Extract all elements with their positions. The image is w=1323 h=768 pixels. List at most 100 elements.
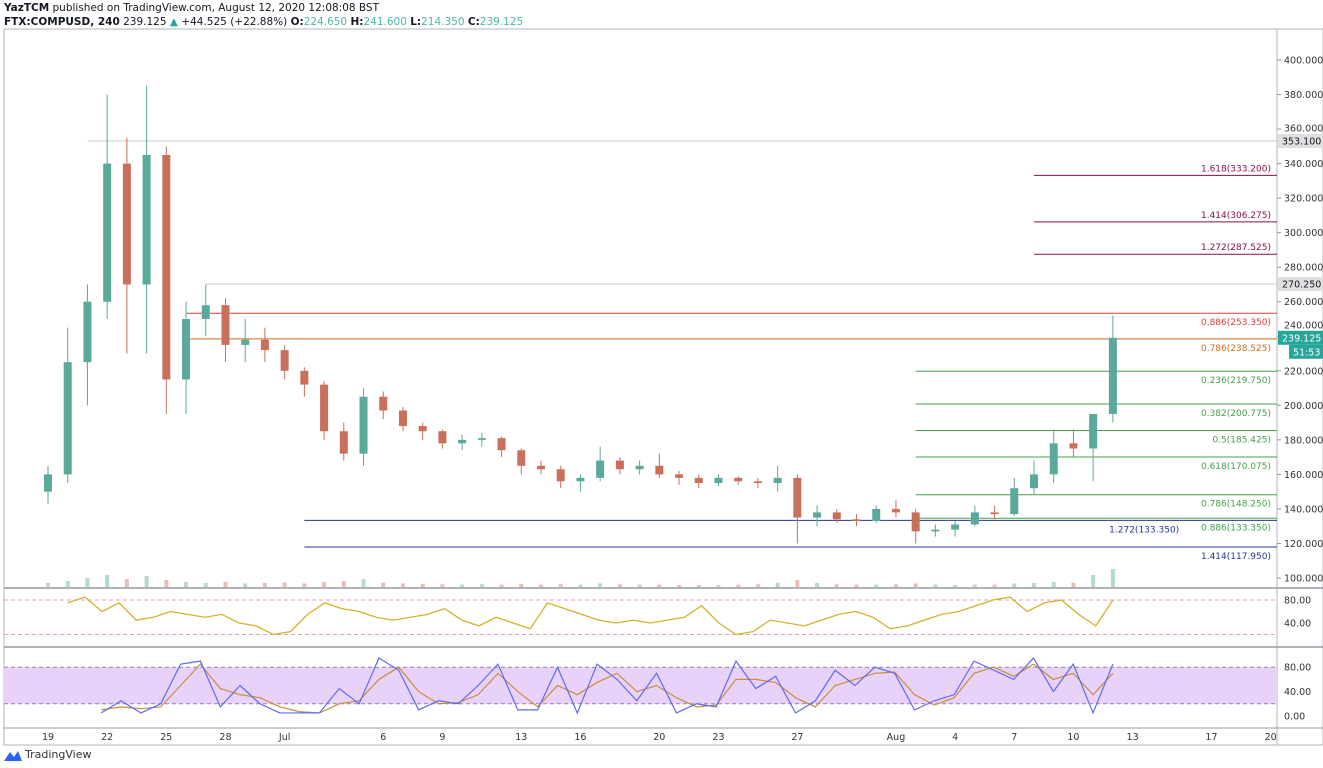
low-label: L: xyxy=(410,16,422,28)
volume-bar xyxy=(637,584,642,587)
price-chart[interactable]: 100.000120.000140.000160.000180.000200.0… xyxy=(0,0,1323,748)
price-tick-label: 100.000 xyxy=(1284,574,1323,585)
candle-body xyxy=(438,431,447,444)
stoch-tick-label: 80.00 xyxy=(1284,663,1311,674)
time-tick-label: 27 xyxy=(791,732,803,743)
volume-bar xyxy=(874,584,879,587)
candle-body xyxy=(1049,443,1058,475)
volume-bar xyxy=(341,581,346,587)
candle-body xyxy=(300,370,309,385)
candle-body xyxy=(635,465,644,470)
time-tick-label: 28 xyxy=(219,732,231,743)
candle-body xyxy=(1108,337,1117,414)
time-tick-label: 13 xyxy=(1127,732,1139,743)
last-price: 239.125 xyxy=(123,16,167,28)
candle-body xyxy=(990,512,999,515)
candle-body xyxy=(497,438,506,451)
time-tick-label: Aug xyxy=(887,732,906,743)
price-change: +44.525 (+22.88%) xyxy=(181,16,288,28)
candle-body xyxy=(339,431,348,454)
volume-bar xyxy=(1051,582,1056,587)
candle-body xyxy=(241,339,250,345)
volume-bar xyxy=(361,579,366,587)
time-tick-label: 22 xyxy=(101,732,113,743)
close-value: 239.125 xyxy=(479,16,524,28)
volume-bar xyxy=(203,583,208,587)
candle-body xyxy=(1069,443,1078,449)
volume-bar xyxy=(1071,582,1076,587)
volume-bar xyxy=(755,584,760,587)
candle-body xyxy=(44,474,52,492)
price-tick-label: 340.000 xyxy=(1284,159,1323,170)
volume-bar xyxy=(617,584,622,587)
volume-bar xyxy=(953,585,958,587)
volume-bar xyxy=(519,584,524,587)
candle-body xyxy=(280,350,289,371)
time-tick-label: 23 xyxy=(712,732,724,743)
volume-bar xyxy=(420,584,425,587)
author-name[interactable]: YazTCM xyxy=(4,2,50,14)
price-badge xyxy=(1278,330,1323,345)
candle-body xyxy=(615,460,624,470)
volume-bar xyxy=(1012,583,1017,587)
candle-body xyxy=(832,512,841,520)
time-tick-label: 20 xyxy=(1265,732,1277,743)
volume-bar xyxy=(913,583,918,587)
candle-body xyxy=(182,319,191,380)
price-tick-label: 320.000 xyxy=(1284,194,1323,205)
volume-bar xyxy=(124,579,129,587)
time-tick-label: 19 xyxy=(42,732,54,743)
candle-body xyxy=(793,477,802,518)
volume-bar xyxy=(677,585,682,587)
price-badge-label: 353.100 xyxy=(1282,136,1321,147)
volume-bar xyxy=(440,584,445,587)
price-tick-label: 180.000 xyxy=(1284,435,1323,446)
time-tick-label: 7 xyxy=(1011,732,1017,743)
candle-body xyxy=(714,477,723,484)
volume-bar xyxy=(696,585,701,587)
time-tick-label: 13 xyxy=(515,732,527,743)
close-label: C: xyxy=(467,16,480,28)
fib-level-label: 1.272(287.525) xyxy=(1201,243,1271,253)
candle-body xyxy=(655,465,664,475)
fib-level-label: 0.236(219.750) xyxy=(1201,376,1271,386)
volume-bar xyxy=(282,582,287,587)
brand-name[interactable]: TradingView xyxy=(25,748,92,761)
price-tick-label: 380.000 xyxy=(1284,90,1323,101)
fib-level-label: 0.5(185.425) xyxy=(1212,435,1271,445)
volume-bar xyxy=(815,583,820,587)
candle-body xyxy=(359,396,368,454)
open-value: 224.650 xyxy=(303,16,348,28)
price-tick-label: 260.000 xyxy=(1284,297,1323,308)
candle-body xyxy=(891,508,900,513)
volume-bar xyxy=(558,584,563,587)
symbol-legend: FTX:COMPUSD, 240 239.125 ▲ +44.525 (+22.… xyxy=(4,16,523,28)
candle-body xyxy=(477,438,486,440)
candle-body xyxy=(813,512,822,518)
candle-body xyxy=(694,477,703,484)
price-tick-label: 400.000 xyxy=(1284,56,1323,67)
candle-body xyxy=(201,305,210,319)
volume-bar xyxy=(400,583,405,587)
volume-bar xyxy=(933,584,938,587)
candle-body xyxy=(596,460,605,478)
candle-body xyxy=(103,163,112,302)
volume-bar xyxy=(972,584,977,587)
volume-bar xyxy=(164,580,169,587)
volume-bar xyxy=(460,584,465,587)
price-tick-label: 280.000 xyxy=(1284,263,1323,274)
volume-bar xyxy=(775,582,780,587)
price-badge xyxy=(1278,133,1323,148)
fib-level-label: 1.414(117.950) xyxy=(1201,552,1271,562)
high-value: 241.600 xyxy=(363,16,407,28)
high-label: H: xyxy=(350,16,364,28)
candle-body xyxy=(734,477,743,482)
volume-bar xyxy=(578,584,583,587)
price-tick-label: 200.000 xyxy=(1284,401,1323,412)
symbol-name: FTX:COMPUSD, 240 xyxy=(4,16,120,28)
time-tick-label: 6 xyxy=(380,732,386,743)
time-tick-label: 9 xyxy=(439,732,445,743)
published-text: published on TradingView.com, August 12,… xyxy=(52,2,380,14)
price-tick-label: 140.000 xyxy=(1284,504,1323,515)
fib-level-label: 0.618(170.075) xyxy=(1201,462,1271,472)
